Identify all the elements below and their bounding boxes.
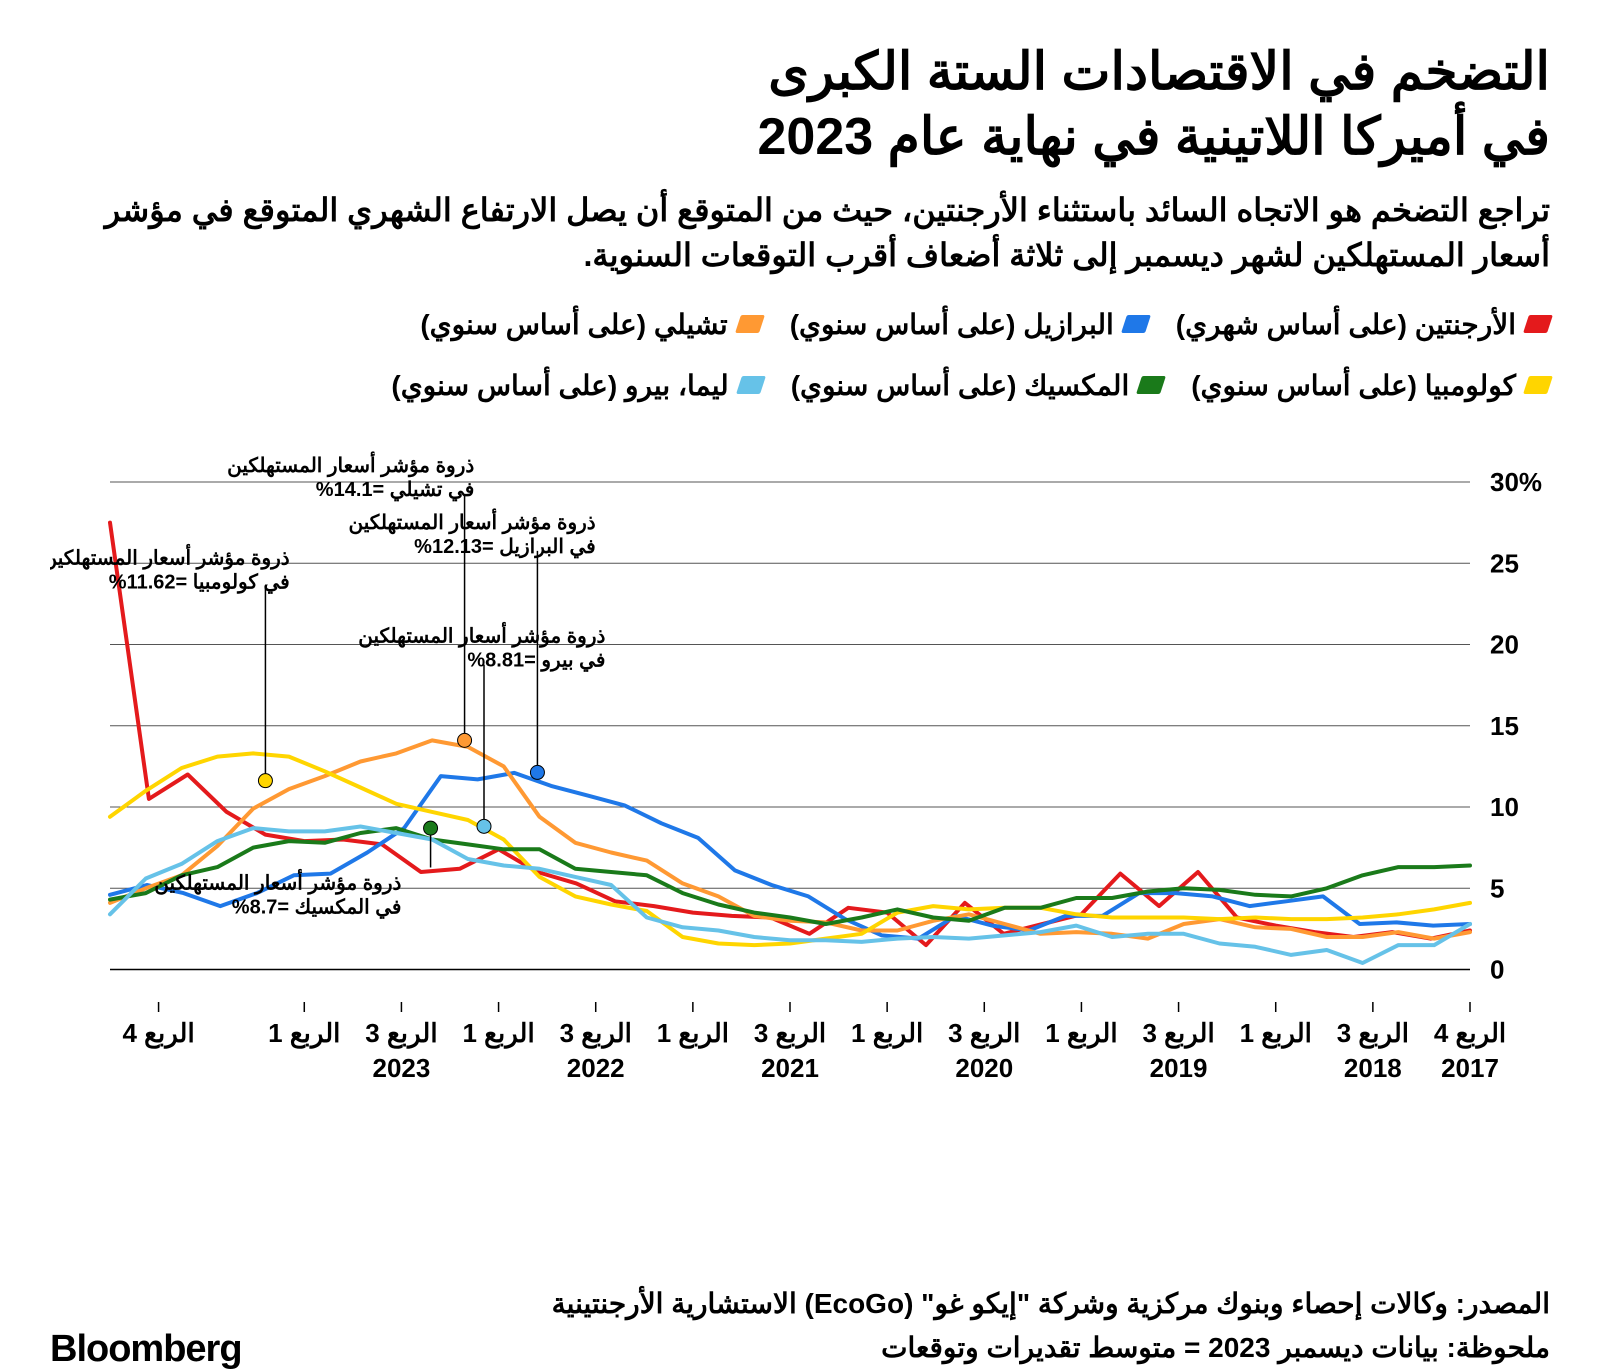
svg-text:10: 10	[1490, 792, 1519, 822]
legend-item: البرازيل (على أساس سنوي)	[790, 308, 1148, 341]
svg-text:الربع 3: الربع 3	[1337, 1018, 1409, 1049]
line-chart: 0 5 10 15 20 25 30% الربع 4 2017 الربع 3 2018 الربع…	[50, 442, 1550, 1162]
legend-swatch	[735, 315, 765, 333]
legend-label: البرازيل (على أساس سنوي)	[790, 308, 1114, 341]
svg-text:الربع 1: الربع 1	[851, 1018, 923, 1049]
svg-text:30%: 30%	[1490, 467, 1542, 497]
annotation-text: ذروة مؤشر أسعار المستهلكين	[349, 507, 596, 534]
chart-subtitle: تراجع التضخم هو الاتجاه السائد باستثناء …	[50, 188, 1550, 278]
svg-text:2022: 2022	[567, 1053, 625, 1083]
svg-text:الربع 4: الربع 4	[122, 1018, 194, 1049]
bloomberg-logo: Bloomberg	[50, 1328, 242, 1371]
legend-swatch	[736, 376, 766, 394]
svg-text:الربع 1: الربع 1	[268, 1018, 340, 1049]
legend-swatch	[1121, 315, 1151, 333]
svg-text:0: 0	[1490, 954, 1504, 984]
svg-text:2017: 2017	[1441, 1053, 1499, 1083]
svg-text:2021: 2021	[761, 1053, 819, 1083]
annotation-text: ذروة مؤشر أسعار المستهلكين	[227, 451, 474, 478]
legend-swatch	[1523, 376, 1553, 394]
svg-text:الربع 3: الربع 3	[754, 1018, 826, 1049]
legend-swatch	[1136, 376, 1166, 394]
svg-text:الربع 3: الربع 3	[948, 1018, 1020, 1049]
annotation-text: في تشيلي =14.1%	[316, 479, 475, 502]
legend-swatch	[1523, 315, 1553, 333]
source-text: المصدر: وكالات إحصاء وبنوك مركزية وشركة …	[552, 1282, 1550, 1327]
annotation-text: ذروة مؤشر أسعار المستهلكين	[50, 543, 290, 570]
chart-area: 0 5 10 15 20 25 30% الربع 4 2017 الربع 3 2018 الربع…	[50, 442, 1550, 1162]
legend-item: المكسيك (على أساس سنوي)	[791, 369, 1164, 402]
svg-text:5: 5	[1490, 873, 1504, 903]
annotation-text: ذروة مؤشر أسعار المستهلكين	[358, 621, 605, 648]
annotation-text: ذروة مؤشر أسعار المستهلكين	[154, 868, 401, 895]
legend-item: كولومبيا (على أساس سنوي)	[1191, 369, 1550, 402]
title-line1: التضخم في الاقتصادات الستة الكبرى	[768, 43, 1550, 101]
legend-label: تشيلي (على أساس سنوي)	[420, 308, 727, 341]
note-text: ملحوظة: بيانات ديسمبر 2023 = متوسط تقدير…	[552, 1326, 1550, 1371]
legend-label: كولومبيا (على أساس سنوي)	[1191, 369, 1516, 402]
annotation-text: في المكسيك =8.7%	[232, 896, 402, 919]
svg-text:2018: 2018	[1344, 1053, 1402, 1083]
title-line2: في أميركا اللاتينية في نهاية عام 2023	[758, 108, 1551, 166]
chart-title: التضخم في الاقتصادات الستة الكبرى في أمي…	[50, 40, 1550, 170]
svg-text:الربع 1: الربع 1	[1045, 1018, 1117, 1049]
svg-text:الربع 3: الربع 3	[560, 1018, 632, 1049]
annotation-text: في البرازيل =12.13%	[414, 535, 596, 558]
svg-text:20: 20	[1490, 629, 1519, 659]
footer: المصدر: وكالات إحصاء وبنوك مركزية وشركة …	[50, 1282, 1550, 1371]
svg-text:2023: 2023	[373, 1053, 431, 1083]
svg-text:الربع 1: الربع 1	[1240, 1018, 1312, 1049]
annotation-text: في كولومبيا =11.62%	[109, 571, 290, 594]
svg-text:2020: 2020	[955, 1053, 1013, 1083]
svg-text:25: 25	[1490, 548, 1519, 578]
svg-text:15: 15	[1490, 710, 1519, 740]
svg-text:الربع 3: الربع 3	[365, 1018, 437, 1049]
legend-item: تشيلي (على أساس سنوي)	[420, 308, 761, 341]
svg-text:الربع 1: الربع 1	[657, 1018, 729, 1049]
svg-text:2019: 2019	[1150, 1053, 1208, 1083]
legend-item: ليما، بيرو (على أساس سنوي)	[391, 369, 762, 402]
svg-text:الربع 3: الربع 3	[1142, 1018, 1214, 1049]
legend: الأرجنتين (على أساس شهري) البرازيل (على أ…	[50, 308, 1550, 402]
svg-text:الربع 4: الربع 4	[1434, 1018, 1506, 1049]
legend-label: ليما، بيرو (على أساس سنوي)	[391, 369, 728, 402]
svg-text:الربع 1: الربع 1	[462, 1018, 534, 1049]
legend-label: المكسيك (على أساس سنوي)	[791, 369, 1130, 402]
legend-label: الأرجنتين (على أساس شهري)	[1176, 308, 1516, 341]
legend-item: الأرجنتين (على أساس شهري)	[1176, 308, 1550, 341]
annotation-text: في بيرو =8.81%	[467, 649, 605, 672]
